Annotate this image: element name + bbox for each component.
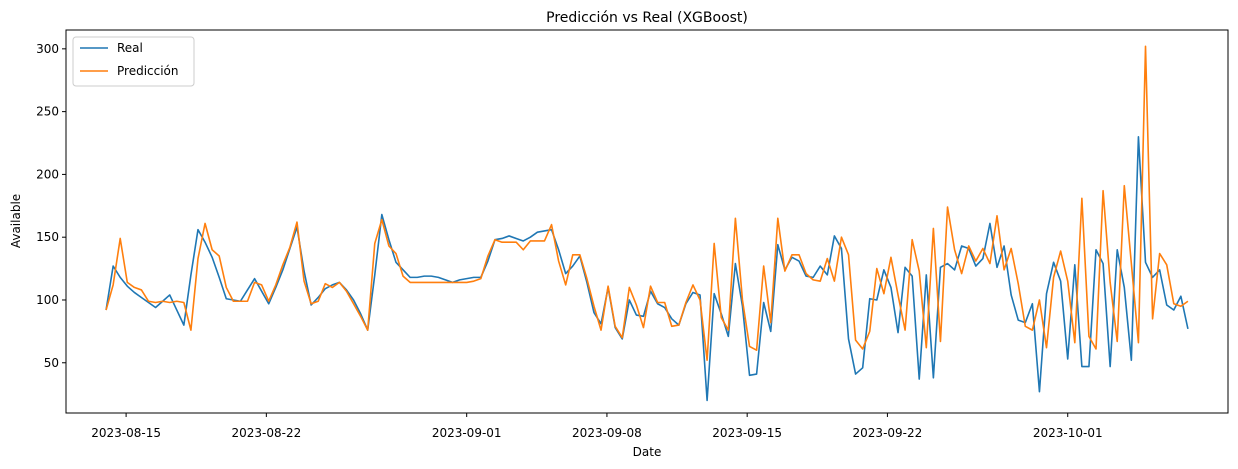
x-tick-label: 2023-08-22: [231, 426, 301, 440]
legend-label-real: Real: [117, 41, 143, 55]
x-tick-label: 2023-08-15: [91, 426, 161, 440]
y-tick-label: 200: [36, 167, 59, 181]
series-layer: [105, 45, 1189, 402]
legend-box: [72, 36, 195, 87]
x-tick-label: 2023-09-01: [432, 426, 502, 440]
y-axis: 50 100 150 200 250 300: [36, 42, 66, 370]
y-tick-label: 50: [44, 356, 59, 370]
plot-area: [65, 29, 1229, 414]
y-tick-label: 100: [36, 293, 59, 307]
y-axis-label: Available: [9, 194, 23, 248]
x-tick-label: 2023-10-01: [1033, 426, 1103, 440]
y-tick-label: 300: [36, 42, 59, 56]
y-tick-label: 150: [36, 230, 59, 244]
chart-title: Predicción vs Real (XGBoost): [546, 10, 748, 26]
series-line-prediccion: [105, 45, 1189, 362]
x-tick-label: 2023-09-22: [853, 426, 923, 440]
x-tick-label: 2023-09-08: [572, 426, 642, 440]
y-tick-label: 250: [36, 105, 59, 119]
x-axis-label: Date: [633, 445, 662, 459]
series-line-real: [105, 135, 1189, 402]
plot-frame: [65, 29, 1229, 414]
x-tick-label: 2023-09-15: [712, 426, 782, 440]
legend: Real Predicción: [72, 36, 195, 87]
legend-label-prediccion: Predicción: [117, 64, 179, 78]
x-axis: 2023-08-15 2023-08-22 2023-09-01 2023-09-08…: [91, 413, 1103, 440]
